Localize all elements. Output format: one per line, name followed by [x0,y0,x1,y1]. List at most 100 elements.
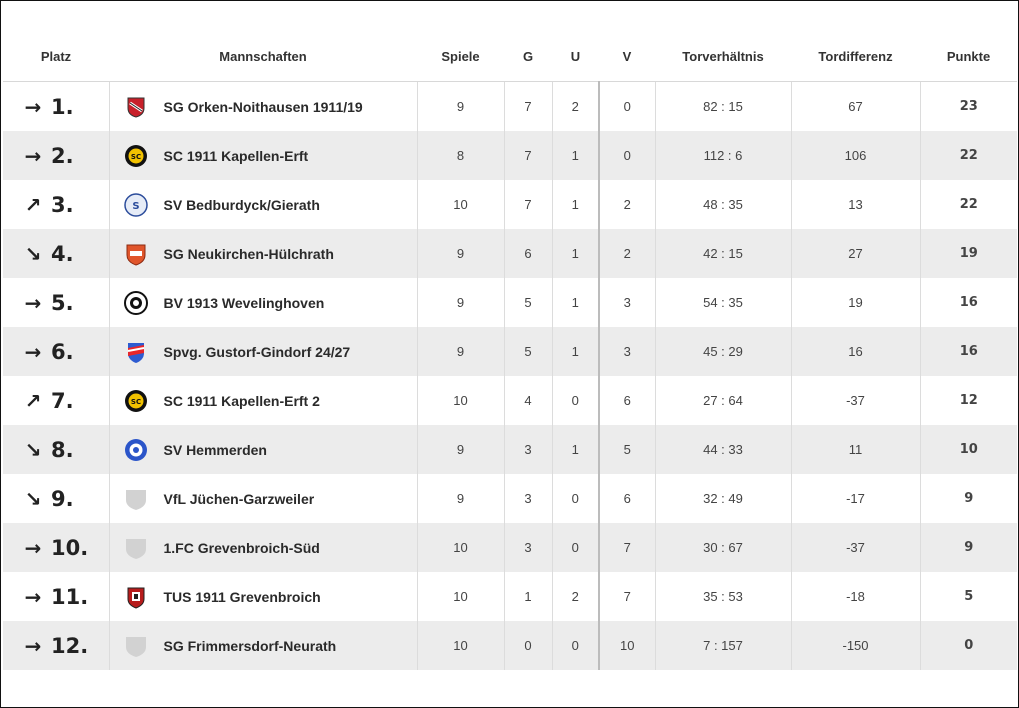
header-u[interactable]: U [552,32,599,82]
team-cell[interactable]: SG Orken-Noithausen 1911/19 [109,81,418,131]
team-name[interactable]: SV Hemmerden [163,441,267,458]
rank-number: 8. [51,437,74,462]
u-cell: 2 [552,81,600,131]
platz-cell: → 10. [3,523,110,572]
team-name[interactable]: SV Bedburdyck/Gierath [163,196,320,213]
arrow-up-right-icon: ↗ [24,388,42,413]
rank-number: 11. [51,584,89,609]
team-name[interactable]: BV 1913 Wevelinghoven [163,294,325,311]
team-cell[interactable]: SC SC 1911 Kapellen-Erft 2 [109,376,418,425]
table-row[interactable]: → 12. SG Frimmersdorf-Neurath 10 0 0 10 7 : 157… [3,621,1017,670]
punkte-cell: 16 [920,327,1017,376]
table-row[interactable]: → 5. BV 1913 Wevelinghoven 9 5 1 3 54 : 35 19 16 [3,278,1017,327]
table-row[interactable]: → 6. Spvg. Gustorf-Gindorf 24/27 9 5 1 3 45 : 2… [3,327,1017,376]
spiele-cell: 9 [417,81,505,131]
tordifferenz-cell: -17 [791,474,921,523]
team-cell[interactable]: SG Neukirchen-Hülchrath [109,229,418,278]
punkte-cell: 22 [920,180,1017,229]
team-cell[interactable]: BV 1913 Wevelinghoven [109,278,418,327]
rank-number: 2. [51,143,74,168]
crest-orken-icon [124,95,148,119]
g-cell: 0 [504,621,553,670]
team-name[interactable]: SG Frimmersdorf-Neurath [163,637,337,654]
torverhaeltnis-cell: 45 : 29 [655,327,792,376]
rank-number: 10. [51,535,89,560]
crest-kapellen-icon: SC [124,389,148,413]
rank-number: 1. [51,94,74,119]
arrow-right-icon: → [24,290,42,315]
team-cell[interactable]: TUS 1911 Grevenbroich [109,572,418,621]
header-row: Platz Mannschaften Spiele G U V Torverhä… [3,32,1017,82]
v-cell: 2 [599,180,656,229]
v-cell: 6 [599,376,656,425]
u-cell: 1 [552,327,600,376]
crest-hemmerden-icon [124,438,148,462]
crest-placeholder-icon [124,487,148,511]
team-name[interactable]: TUS 1911 Grevenbroich [163,588,321,605]
g-cell: 3 [504,425,553,474]
u-cell: 0 [552,621,600,670]
torverhaeltnis-cell: 30 : 67 [655,523,792,572]
team-name[interactable]: SG Orken-Noithausen 1911/19 [163,98,363,115]
spiele-cell: 9 [417,425,505,474]
u-cell: 1 [552,180,600,229]
team-cell[interactable]: SG Frimmersdorf-Neurath [109,621,418,670]
header-punkte[interactable]: Punkte [920,32,1017,82]
header-g[interactable]: G [504,32,552,82]
team-cell[interactable]: Spvg. Gustorf-Gindorf 24/27 [109,327,418,376]
g-cell: 4 [504,376,553,425]
punkte-cell: 19 [920,229,1017,278]
g-cell: 5 [504,327,553,376]
team-cell[interactable]: VfL Jüchen-Garzweiler [109,474,418,523]
crest-placeholder-icon [124,536,148,560]
g-cell: 7 [504,131,553,180]
table-row[interactable]: → 1. SG Orken-Noithausen 1911/19 9 7 2 0 82 : 1… [3,81,1017,131]
team-cell[interactable]: SC SC 1911 Kapellen-Erft [109,131,418,180]
crest-neukirchen-icon [124,242,148,266]
arrow-right-icon: → [24,94,42,119]
platz-cell: → 6. [3,327,110,376]
punkte-cell: 22 [920,131,1017,180]
v-cell: 3 [599,278,656,327]
rank-number: 3. [51,192,74,217]
arrow-right-icon: → [24,535,42,560]
header-v[interactable]: V [599,32,655,82]
u-cell: 0 [552,376,600,425]
table-row[interactable]: ↘ 8. SV Hemmerden 9 3 1 5 44 : 33 11 10 [3,425,1017,474]
punkte-cell: 9 [920,474,1017,523]
table-row[interactable]: ↗ 7. SC SC 1911 Kapellen-Erft 2 10 4 0 6 27 : 64… [3,376,1017,425]
table-row[interactable]: → 2. SC SC 1911 Kapellen-Erft 8 7 1 0 112 : 6 106… [3,131,1017,180]
tordifferenz-cell: 11 [791,425,921,474]
table-row[interactable]: ↘ 9. VfL Jüchen-Garzweiler 9 3 0 6 32 : 49 -17 9 [3,474,1017,523]
header-platz[interactable]: Platz [3,32,109,82]
header-spiele[interactable]: Spiele [417,32,504,82]
team-cell[interactable]: 1.FC Grevenbroich-Süd [109,523,418,572]
torverhaeltnis-cell: 35 : 53 [655,572,792,621]
team-name[interactable]: SC 1911 Kapellen-Erft 2 [163,392,320,409]
spiele-cell: 10 [417,523,505,572]
header-mannschaften[interactable]: Mannschaften [109,32,417,82]
punkte-cell: 5 [920,572,1017,621]
tordifferenz-cell: 67 [791,81,921,131]
v-cell: 3 [599,327,656,376]
table-row[interactable]: ↗ 3. S SV Bedburdyck/Gierath 10 7 1 2 48 : 35 13 2… [3,180,1017,229]
table-row[interactable]: ↘ 4. SG Neukirchen-Hülchrath 9 6 1 2 42 : 15 27 1… [3,229,1017,278]
team-cell[interactable]: SV Hemmerden [109,425,418,474]
team-name[interactable]: VfL Jüchen-Garzweiler [163,490,315,507]
header-torverhaeltnis[interactable]: Torverhältnis [655,32,791,82]
table-row[interactable]: → 10. 1.FC Grevenbroich-Süd 10 3 0 7 30 : 67 -37… [3,523,1017,572]
punkte-cell: 9 [920,523,1017,572]
team-name[interactable]: Spvg. Gustorf-Gindorf 24/27 [163,343,351,360]
arrow-right-icon: → [24,584,42,609]
table-row[interactable]: → 11. TUS 1911 Grevenbroich 10 1 2 7 35 : 53 -18… [3,572,1017,621]
tordifferenz-cell: -37 [791,376,921,425]
platz-cell: ↗ 3. [3,180,110,229]
team-name[interactable]: SC 1911 Kapellen-Erft [163,147,309,164]
arrow-down-right-icon: ↘ [24,437,42,462]
platz-cell: → 1. [3,81,110,131]
team-cell[interactable]: S SV Bedburdyck/Gierath [109,180,418,229]
header-tordifferenz[interactable]: Tordifferenz [791,32,920,82]
team-name[interactable]: SG Neukirchen-Hülchrath [163,245,334,262]
team-name[interactable]: 1.FC Grevenbroich-Süd [163,539,320,556]
u-cell: 1 [552,131,600,180]
